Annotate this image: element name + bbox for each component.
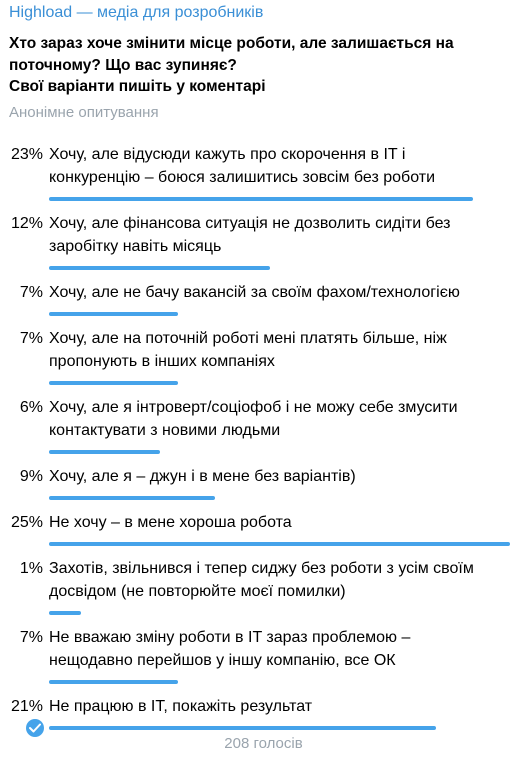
question-line: поточному? Що вас зупиняє? [9,56,237,74]
option-result-bar [49,611,81,615]
option-percent: 1% [19,560,43,577]
option-text-line: Захотів, звільнився і тепер сиджу без ро… [49,560,474,577]
check-icon [26,719,44,737]
poll-type-label: Анонімне опитування [9,104,159,121]
option-text-line: Хочу, але я інтроверт/соціофоб і не можу… [49,399,458,416]
option-text-line: конкуренцію – боюся залишитись зовсім бе… [49,169,436,186]
option-percent: 25% [10,514,43,531]
option-text-line: Не вважаю зміну роботи в IT зараз пробле… [49,629,411,646]
option-result-bar [49,450,160,454]
option-result-bar [49,312,178,316]
option-percent: 21% [10,698,43,715]
option-percent: 6% [19,399,43,416]
option-text: Хочу, але на поточній роботі мені платят… [49,327,519,373]
option-text-line: контактувати з новими людьми [49,422,281,439]
option-result-bar [49,381,178,385]
option-text: Хочу, але я інтроверт/соціофоб і не можу… [49,396,519,442]
option-text: Хочу, але фінансова ситуація не дозволит… [49,212,519,258]
poll-question: Хто зараз хоче змінити місце роботи, але… [9,33,514,98]
option-result-bar [49,266,270,270]
option-result-bar [49,726,436,730]
option-text: Хочу, але я – джун і в мене без варіанті… [49,465,519,488]
option-text: Не хочу – в мене хороша робота [49,511,519,534]
option-result-bar [49,542,510,546]
option-percent: 7% [19,629,43,646]
option-text-line: нещодавно перейшов у іншу компанію, все … [49,652,396,669]
option-percent: 12% [10,215,43,232]
option-percent: 9% [19,468,43,485]
option-percent: 23% [10,146,43,163]
option-result-bar [49,496,215,500]
option-percent: 7% [19,330,43,347]
option-text-line: пропонують в інших компаніях [49,353,275,370]
option-text-line: Не хочу – в мене хороша робота [49,514,292,531]
question-line: Хто зараз хоче змінити місце роботи, але… [9,35,454,52]
question-line: Свої варіанти пишіть у коментарі [9,78,266,95]
option-text-line: Хочу, але я – джун і в мене без варіанті… [49,468,356,485]
option-text-line: Хочу, але на поточній роботі мені платят… [49,330,447,347]
option-text-line: Хочу, але фінансова ситуація не дозволит… [49,215,451,232]
option-text-line: Хочу, але відусюди кажуть про скорочення… [49,146,406,163]
total-votes[interactable]: 208 голосів [224,735,303,752]
option-text: Захотів, звільнився і тепер сиджу без ро… [49,557,519,603]
option-text-line: Не працюю в IT, покажіть результат [49,698,313,715]
option-result-bar [49,680,178,684]
option-text-line: заробітку навіть місяць [49,238,222,255]
option-text: Не працюю в IT, покажіть результат [49,695,519,718]
option-text-line: Хочу, але не бачу вакансій за своїм фахо… [49,284,460,301]
option-result-bar [49,197,473,201]
channel-name[interactable]: Highload — медіа для розробників [9,4,264,21]
option-percent: 7% [19,284,43,301]
option-text: Хочу, але відусюди кажуть про скорочення… [49,143,519,189]
option-text-line: досвідом (не повторюйте моєї помилки) [49,583,346,600]
option-text: Хочу, але не бачу вакансій за своїм фахо… [49,281,519,304]
option-text: Не вважаю зміну роботи в IT зараз пробле… [49,626,519,672]
